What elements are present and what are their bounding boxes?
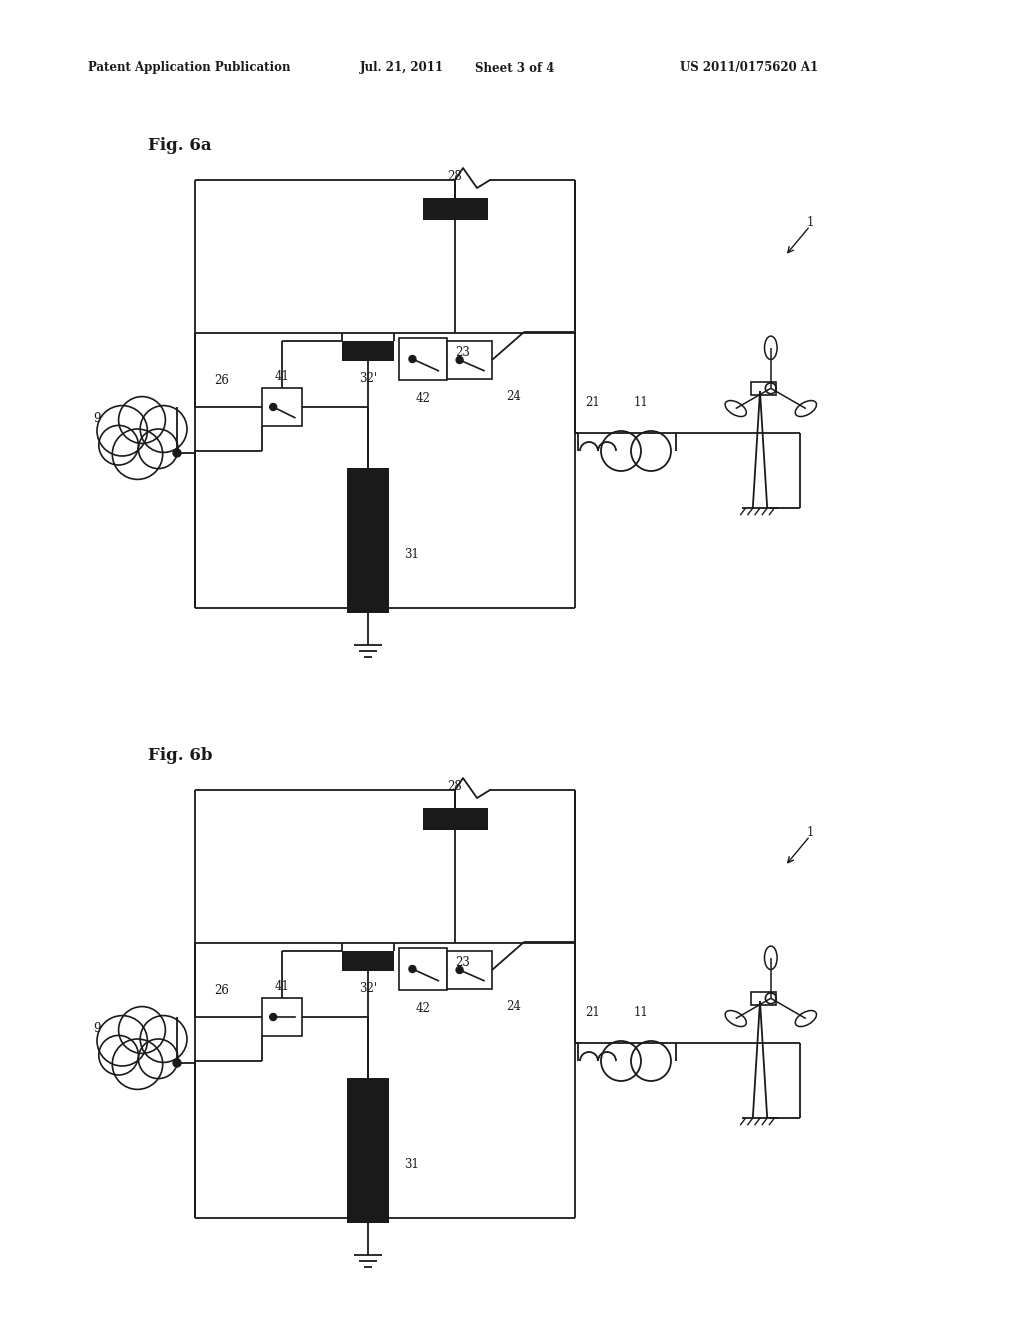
Bar [751, 381, 776, 395]
Circle shape [409, 355, 416, 363]
Text: 11: 11 [634, 396, 648, 409]
Text: 24: 24 [507, 391, 521, 404]
Text: 11: 11 [634, 1006, 648, 1019]
Text: 23: 23 [456, 346, 470, 359]
Text: 9: 9 [93, 412, 100, 425]
Bar [262, 998, 302, 1036]
Text: 23: 23 [456, 957, 470, 969]
Ellipse shape [725, 1011, 746, 1027]
Bar [423, 198, 488, 220]
Bar [399, 948, 447, 990]
Text: 21: 21 [586, 1006, 600, 1019]
Text: 28: 28 [447, 169, 463, 182]
Bar [399, 338, 447, 380]
Text: 1: 1 [806, 826, 814, 840]
Bar [423, 808, 488, 830]
Text: 32': 32' [359, 372, 377, 385]
Text: 21: 21 [586, 396, 600, 409]
Circle shape [456, 356, 463, 363]
Bar [262, 388, 302, 426]
Text: Sheet 3 of 4: Sheet 3 of 4 [475, 62, 554, 74]
Text: Fig. 6a: Fig. 6a [148, 137, 212, 154]
Text: 24: 24 [507, 1001, 521, 1014]
Circle shape [409, 965, 416, 973]
Text: Jul. 21, 2011: Jul. 21, 2011 [360, 62, 444, 74]
Circle shape [269, 404, 276, 411]
Text: 31: 31 [404, 549, 419, 561]
Ellipse shape [765, 337, 777, 359]
Text: Patent Application Publication: Patent Application Publication [88, 62, 291, 74]
Bar [347, 1078, 389, 1224]
Text: 42: 42 [416, 1002, 430, 1015]
Bar [347, 469, 389, 612]
Text: 9: 9 [93, 1022, 100, 1035]
Text: 26: 26 [215, 985, 229, 998]
Text: 41: 41 [274, 979, 290, 993]
Bar [751, 993, 776, 1005]
Text: US 2011/0175620 A1: US 2011/0175620 A1 [680, 62, 818, 74]
Bar [447, 341, 492, 379]
Ellipse shape [796, 400, 816, 417]
Text: 1: 1 [806, 216, 814, 230]
Text: 28: 28 [447, 780, 463, 792]
Ellipse shape [765, 946, 777, 969]
Bar [342, 950, 394, 972]
Ellipse shape [796, 1011, 816, 1027]
Text: Fig. 6b: Fig. 6b [148, 747, 213, 764]
Text: 42: 42 [416, 392, 430, 404]
Bar [447, 950, 492, 989]
Text: 32': 32' [359, 982, 377, 995]
Circle shape [269, 1014, 276, 1020]
Circle shape [173, 1059, 181, 1067]
Text: 31: 31 [404, 1159, 419, 1172]
Ellipse shape [725, 400, 746, 417]
Text: 41: 41 [274, 370, 290, 383]
Text: 26: 26 [215, 375, 229, 388]
Circle shape [456, 966, 463, 974]
Bar [342, 341, 394, 360]
Circle shape [173, 449, 181, 457]
